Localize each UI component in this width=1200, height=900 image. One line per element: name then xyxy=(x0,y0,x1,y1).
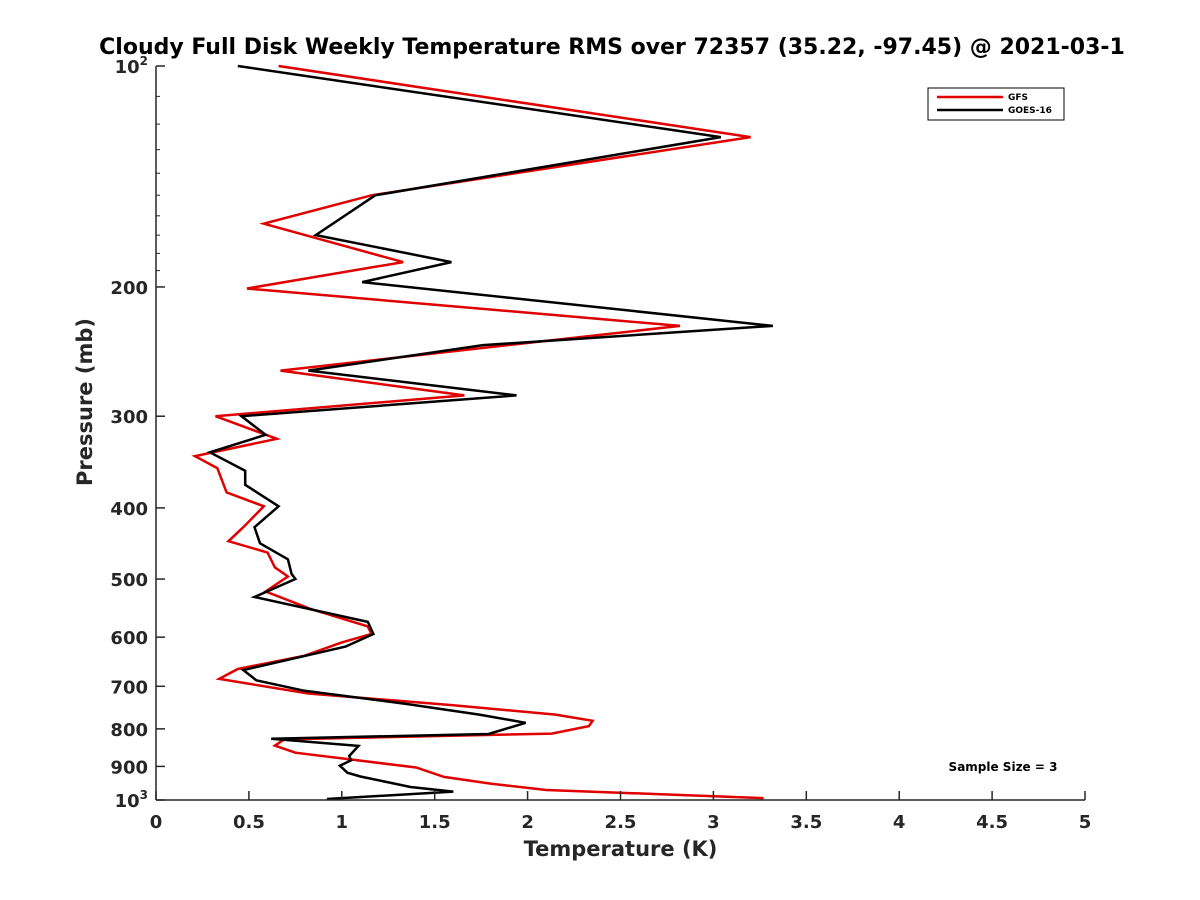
legend: GFS GOES-16 xyxy=(927,87,1065,121)
x-tick-label: 3.5 xyxy=(790,812,822,833)
x-tick-label: 5 xyxy=(1079,812,1092,833)
axes-layer: 0 0.5 1 1.5 2 2.5 3 3.5 4 4.5 5 102 200 300 400 500 600 7… xyxy=(110,54,1091,833)
sample-size-annotation: Sample Size = 3 xyxy=(949,760,1058,774)
x-tick-label: 0 xyxy=(150,812,163,833)
x-tick-label: 4 xyxy=(893,812,906,833)
chart-title: Cloudy Full Disk Weekly Temperature RMS … xyxy=(99,35,1125,60)
y-tick-label: 103 xyxy=(115,788,148,812)
x-tick-label: 1.5 xyxy=(419,812,451,833)
x-tick-label: 2 xyxy=(521,812,534,833)
y-tick-label: 700 xyxy=(110,677,148,698)
series-line-gfs xyxy=(191,64,764,800)
legend-box xyxy=(927,87,1065,121)
x-axis-label: Temperature (K) xyxy=(524,837,718,861)
y-tick-label: 900 xyxy=(110,757,148,778)
x-tick-label: 1 xyxy=(336,812,349,833)
y-tick-label: 300 xyxy=(110,407,148,428)
legend-label-gfs: GFS xyxy=(1008,93,1028,103)
y-tick-label: 200 xyxy=(110,278,148,299)
series-line-goes-16 xyxy=(206,64,774,801)
series-layer xyxy=(191,64,774,801)
x-tick-label: 4.5 xyxy=(976,812,1008,833)
x-tick-label: 2.5 xyxy=(605,812,637,833)
y-tick-label: 102 xyxy=(115,54,148,78)
y-tick-label: 600 xyxy=(110,628,148,649)
y-tick-label: 800 xyxy=(110,720,148,741)
y-tick-label: 500 xyxy=(110,570,148,591)
y-axis-label: Pressure (mb) xyxy=(73,318,97,486)
x-tick-label: 0.5 xyxy=(233,812,265,833)
legend-label-goes16: GOES-16 xyxy=(1008,106,1052,116)
y-tick-label: 400 xyxy=(110,499,148,520)
x-tick-label: 3 xyxy=(707,812,720,833)
